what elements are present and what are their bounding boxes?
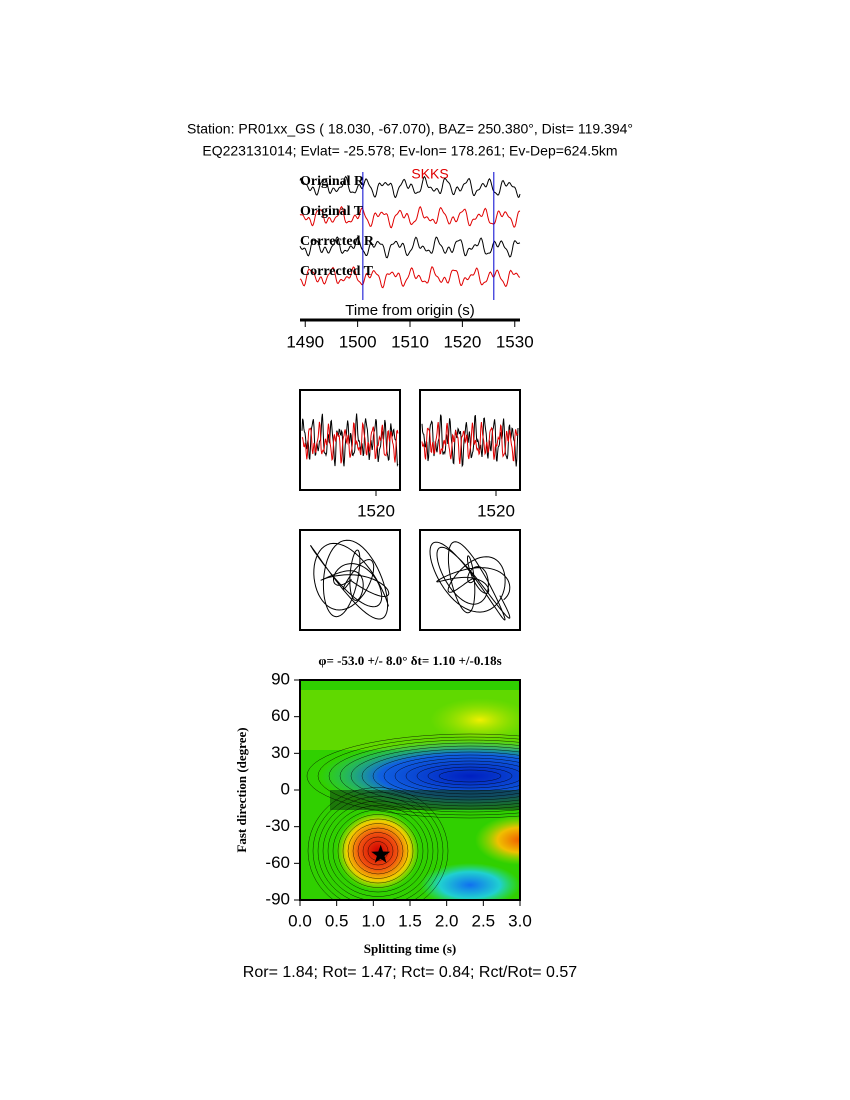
header-line: EQ223131014; Evlat= -25.578; Ev-lon= 178…	[202, 143, 617, 159]
x-tick-label: 1520	[443, 332, 481, 351]
window-waveform	[421, 422, 519, 465]
x-axis-label: Splitting time (s)	[364, 941, 456, 956]
contour-blob	[420, 863, 520, 900]
y-tick-label: -30	[265, 816, 290, 835]
contour-line	[361, 748, 520, 804]
phase-label: SKKS	[411, 166, 448, 182]
y-tick-label: -60	[265, 853, 290, 872]
contour-line	[327, 805, 429, 897]
waveform	[299, 205, 521, 229]
contour-line	[405, 760, 520, 792]
y-tick-label: 30	[271, 743, 290, 762]
x-tick-label: 1500	[339, 332, 377, 351]
panel-frame	[299, 389, 401, 491]
waveform	[299, 266, 521, 289]
particle-motion	[310, 539, 390, 620]
header-line: Station: PR01xx_GS ( 18.030, -67.070), B…	[187, 121, 633, 137]
waveform	[299, 236, 521, 259]
y-tick-label: -90	[265, 889, 290, 908]
y-tick-label: 90	[271, 669, 290, 688]
trace-label: Corrected T	[300, 264, 374, 279]
contour-line	[427, 766, 513, 786]
window-waveform	[301, 421, 399, 464]
contour-line	[342, 818, 414, 884]
contour-line	[372, 751, 520, 801]
contour-blob	[475, 815, 520, 865]
contour-line	[337, 814, 419, 888]
contour-line	[328, 739, 520, 813]
contour-line	[394, 757, 520, 795]
contour-line	[339, 742, 520, 810]
x-tick-label: 1.0	[362, 911, 386, 930]
x-axis-label: Time from origin (s)	[345, 302, 474, 319]
x-tick-label: 0.5	[325, 911, 349, 930]
trace-label: Original T	[300, 204, 364, 219]
y-tick-label: 0	[281, 779, 290, 798]
x-tick-label: 1490	[286, 332, 324, 351]
panel-frame	[299, 529, 401, 631]
particle-motion	[429, 541, 511, 621]
trace-label: Original R	[300, 174, 365, 189]
y-tick-label: 60	[271, 706, 290, 725]
contour-line	[357, 832, 399, 870]
x-tick-label: 1520	[357, 501, 395, 520]
trace-label: Corrected R	[300, 234, 375, 249]
contour-line	[350, 745, 520, 807]
contour-line	[317, 736, 520, 816]
x-tick-label: 2.0	[435, 911, 459, 930]
contour-line	[383, 754, 520, 798]
waveform	[299, 175, 521, 199]
y-axis-label: Fast direction (degree)	[234, 727, 249, 852]
window-waveform	[421, 414, 519, 468]
footer: Ror= 1.84; Rot= 1.47; Rct= 0.84; Rct/Rot…	[243, 964, 578, 981]
x-tick-label: 1520	[477, 501, 515, 520]
contour-line	[352, 827, 404, 875]
contour-line	[306, 733, 520, 819]
contour-line	[347, 823, 409, 879]
panel-frame	[419, 389, 521, 491]
x-tick-label: 1530	[496, 332, 534, 351]
contour-field	[300, 680, 520, 900]
contour-line	[332, 809, 424, 893]
best-fit-star	[371, 844, 391, 863]
contour-line	[312, 791, 444, 900]
contour-line	[322, 800, 434, 900]
x-tick-label: 3.0	[508, 911, 532, 930]
grid-title: φ= -53.0 +/- 8.0° δt= 1.10 +/-0.18s	[318, 653, 501, 668]
contour-line	[317, 796, 439, 900]
x-tick-label: 1.5	[398, 911, 422, 930]
x-tick-label: 1510	[391, 332, 429, 351]
contour-line	[438, 769, 502, 783]
panel-frame	[419, 529, 521, 631]
contour-line	[362, 836, 394, 866]
x-tick-label: 2.5	[472, 911, 496, 930]
contour-line	[307, 787, 449, 900]
contour-blob	[430, 698, 520, 742]
contour-line	[416, 763, 520, 789]
contour-blob	[336, 811, 420, 891]
x-tick-label: 0.0	[288, 911, 312, 930]
